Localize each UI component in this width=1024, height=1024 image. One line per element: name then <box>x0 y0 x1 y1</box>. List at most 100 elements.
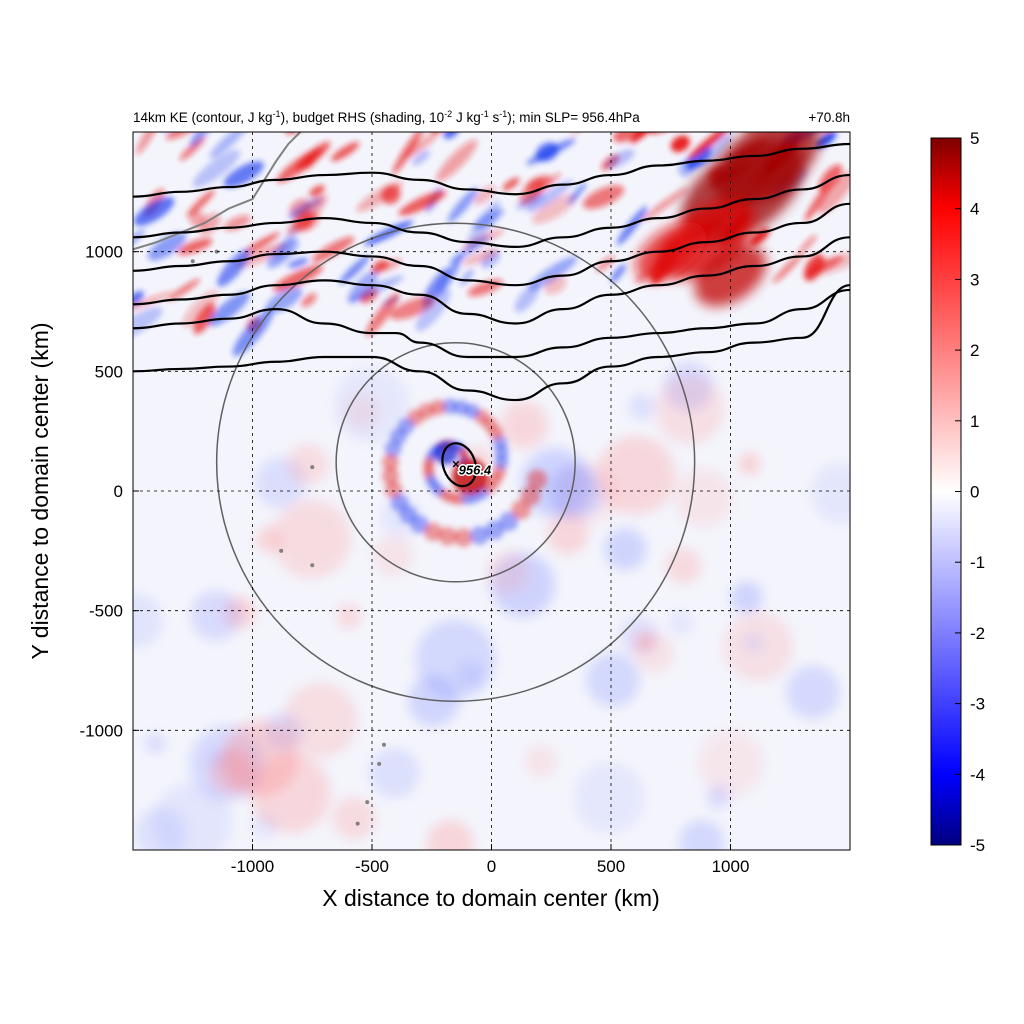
positive-streak <box>436 139 478 182</box>
negative-streak <box>208 291 250 327</box>
colorbar: 5 4 3 2 1 0 -1 -2 -3 -4 -5 <box>930 129 985 855</box>
weak-negative <box>133 593 163 648</box>
negative-streak <box>339 255 370 285</box>
spiral-band <box>527 469 548 490</box>
positive-streak <box>193 303 216 335</box>
colorbar-tick-label: -5 <box>970 836 985 855</box>
positive-streak <box>687 132 734 160</box>
weak-negative <box>456 661 484 689</box>
plot-area <box>133 94 850 850</box>
ke-contour-core <box>441 442 478 488</box>
weak-positive <box>697 729 765 797</box>
diffuse-field <box>133 362 850 850</box>
spiral-band <box>511 500 531 520</box>
colorbar-tick-label: 3 <box>970 270 979 289</box>
negative-streak <box>411 150 431 166</box>
negative-streak <box>616 206 648 246</box>
positive-streak <box>721 102 739 123</box>
negative-streak <box>437 253 463 296</box>
weak-positive <box>336 604 361 629</box>
ke-contour-2 <box>133 288 850 359</box>
weak-positive <box>486 551 530 594</box>
weak-negative <box>190 590 241 641</box>
negative-streak <box>209 132 248 159</box>
weak-negative <box>573 762 645 834</box>
colorbar-tick-label: -1 <box>970 553 985 572</box>
spiral-band <box>494 455 509 470</box>
spiral-band <box>384 440 402 458</box>
island-dot <box>310 465 315 470</box>
negative-streak <box>349 275 404 302</box>
positive-streak <box>330 141 360 162</box>
x-tick-label: 500 <box>597 857 625 876</box>
weak-positive <box>283 682 358 758</box>
colorbar-ticks: 5 4 3 2 1 0 -1 -2 -3 -4 -5 <box>955 129 985 855</box>
spiral-band <box>470 526 489 545</box>
weak-negative <box>679 820 725 850</box>
positive-streak <box>525 175 552 191</box>
x-tick-label: -1000 <box>231 857 274 876</box>
range-ring-1000km <box>215 222 696 703</box>
positive-streak <box>670 135 690 153</box>
positive-streak <box>136 132 161 155</box>
positive-streak <box>390 296 436 320</box>
negative-streak <box>567 182 587 205</box>
ke-contour-3 <box>133 236 850 325</box>
positive-streak <box>311 236 355 263</box>
colorbar-tick-label: -4 <box>970 765 985 784</box>
negative-streak <box>535 142 559 162</box>
weak-positive <box>674 468 733 528</box>
colorbar-tick-label: 2 <box>970 341 979 360</box>
positive-streak <box>630 132 670 144</box>
spiral-band <box>453 399 470 416</box>
weak-positive <box>596 435 676 515</box>
y-tick-label: 0 <box>114 482 123 501</box>
weak-positive <box>634 633 675 674</box>
negative-streak <box>133 197 175 226</box>
eyewall-negative <box>434 440 459 465</box>
weak-negative <box>547 464 603 520</box>
island-dot <box>279 548 284 553</box>
y-tick-label: -500 <box>89 602 123 621</box>
chart-title: 14km KE (contour, J kg-1), budget RHS (s… <box>133 109 640 125</box>
colorbar-tick-label: 5 <box>970 129 979 148</box>
time-label: +70.8h <box>808 110 850 125</box>
positive-streak <box>133 291 175 314</box>
negative-streak <box>526 179 573 213</box>
island-dot <box>355 821 360 826</box>
weak-negative <box>669 610 694 636</box>
red-maximum <box>694 244 767 307</box>
island-dot <box>377 761 382 766</box>
island-dot <box>214 249 219 254</box>
weak-negative <box>153 782 232 850</box>
coastline-path <box>133 132 302 251</box>
range-ring-500km <box>335 342 576 583</box>
positive-streak <box>679 94 715 124</box>
x-tick-label: 1000 <box>712 857 750 876</box>
weak-positive <box>525 745 558 778</box>
red-maximum <box>635 222 706 281</box>
y-axis-label: Y distance to domain center (km) <box>27 322 53 659</box>
positive-streak <box>473 185 496 205</box>
negative-streak <box>447 187 479 223</box>
colorbar-tick-label: -2 <box>970 624 985 643</box>
positive-streak <box>177 238 213 255</box>
negative-streak <box>814 132 837 149</box>
spiral-band <box>423 522 443 541</box>
weak-negative <box>145 733 166 754</box>
spiral-band <box>499 511 519 532</box>
spiral-band <box>381 453 399 471</box>
spiral-band <box>485 520 505 540</box>
negative-streak <box>189 132 224 147</box>
budget-shading <box>133 94 850 850</box>
positive-streak <box>167 278 201 301</box>
negative-streak <box>443 132 460 139</box>
red-maximum <box>713 132 820 206</box>
coastline <box>133 132 386 826</box>
storm-center-marker: × 956.4 <box>452 456 494 479</box>
y-ticks: -1000 -500 0 500 1000 <box>80 243 139 740</box>
negative-streak <box>528 256 578 291</box>
x-axis-label: X distance to domain center (km) <box>322 885 659 911</box>
storm-x-marker: × <box>452 456 460 471</box>
